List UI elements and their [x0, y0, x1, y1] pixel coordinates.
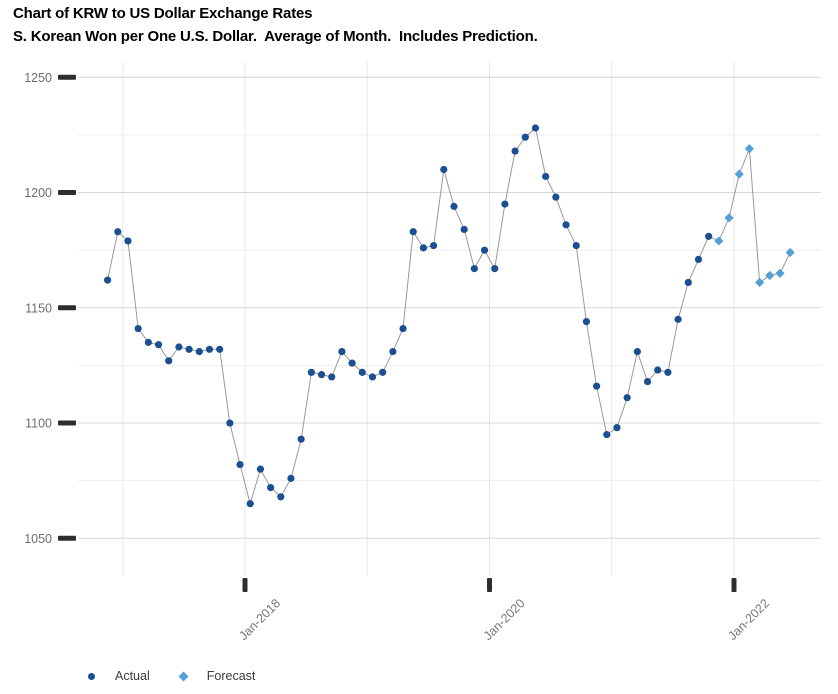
actual-data-point [144, 338, 152, 346]
forecast-data-point [765, 270, 775, 281]
actual-data-point [338, 347, 346, 356]
y-tick-label: 1200 [24, 186, 52, 200]
actual-data-point [246, 500, 254, 508]
chart-legend: Actual Forecast [88, 669, 255, 683]
actual-data-point [134, 324, 142, 333]
actual-data-point [582, 318, 591, 326]
actual-data-point [165, 357, 173, 365]
actual-data-point [205, 345, 214, 353]
forecast-data-point [744, 144, 755, 154]
actual-data-point [531, 124, 540, 132]
forecast-data-point [755, 277, 765, 288]
forecast-diamond-icon [178, 671, 189, 681]
actual-data-point [654, 366, 662, 374]
actual-data-point [154, 341, 163, 349]
forecast-data-point [734, 169, 744, 179]
actual-data-point [521, 133, 529, 141]
actual-data-point [267, 483, 275, 492]
legend-label-forecast: Forecast [206, 669, 256, 683]
actual-data-point [460, 225, 468, 234]
actual-data-point [480, 246, 489, 254]
legend-item-forecast: Forecast [178, 669, 256, 683]
x-axis-tick [242, 578, 248, 592]
actual-data-point [114, 228, 122, 236]
actual-data-point [358, 368, 366, 376]
forecast-data-point [724, 213, 734, 223]
series-line [107, 127, 791, 506]
actual-data-point [389, 347, 397, 356]
actual-data-point [593, 382, 601, 390]
actual-data-point [226, 419, 234, 427]
actual-circle-icon [88, 672, 95, 680]
actual-data-point [633, 347, 641, 356]
actual-data-point [694, 255, 703, 263]
x-tick-label: Jan-2020 [481, 596, 528, 643]
actual-data-point [307, 368, 315, 376]
actual-data-point [409, 228, 417, 236]
actual-data-point [674, 315, 682, 323]
actual-data-point [705, 232, 713, 240]
actual-data-point [104, 276, 112, 284]
y-axis-tick [58, 535, 76, 541]
x-axis-tick [487, 578, 492, 592]
page-title: Chart of KRW to US Dollar Exchange Rates [13, 5, 313, 22]
actual-data-point [664, 368, 672, 376]
actual-data-point [562, 221, 570, 229]
krw-usd-line-chart: 1050 1100 1150 1200 1250 Jan-2018 Jan-2020 Jan-… [24, 62, 821, 643]
x-tick-label: Jan-2022 [725, 596, 772, 643]
legend-item-actual: Actual [88, 669, 150, 683]
page-subtitle: S. Korean Won per One U.S. Dollar. Avera… [13, 28, 538, 45]
y-tick-label: 1250 [24, 71, 52, 85]
actual-data-point [613, 424, 621, 432]
actual-data-point [491, 265, 499, 273]
x-axis-tick [731, 578, 737, 592]
actual-data-point [297, 435, 305, 443]
actual-data-point [328, 373, 336, 381]
actual-data-point [287, 474, 295, 482]
actual-data-point [124, 237, 132, 245]
y-axis-tick [58, 305, 76, 311]
actual-data-point [419, 244, 428, 252]
actual-data-point [399, 324, 407, 333]
x-tick-label: Jan-2018 [236, 596, 283, 643]
actual-data-point [603, 430, 611, 439]
y-axis-tick [58, 190, 76, 196]
y-tick-label: 1050 [24, 532, 52, 546]
actual-data-point [185, 345, 193, 353]
actual-data-point [317, 371, 326, 379]
actual-data-point [572, 241, 580, 250]
forecast-data-point [714, 236, 724, 246]
actual-data-point [379, 368, 387, 376]
actual-data-point [368, 373, 377, 381]
actual-data-point [440, 165, 448, 174]
actual-data-point [450, 202, 458, 210]
actual-data-point [511, 147, 519, 155]
actual-data-point [552, 193, 560, 201]
actual-data-point [542, 172, 550, 181]
actual-data-point [216, 345, 224, 353]
forecast-data-point [775, 268, 785, 278]
actual-data-point [470, 265, 478, 273]
y-tick-label: 1100 [25, 417, 52, 431]
actual-data-point [430, 241, 438, 250]
actual-data-point [277, 493, 285, 501]
actual-data-point [501, 200, 509, 208]
y-tick-label: 1150 [25, 301, 52, 315]
actual-data-point [623, 394, 631, 402]
actual-data-point [684, 278, 692, 287]
actual-data-point [348, 359, 356, 367]
y-axis-tick [58, 74, 76, 80]
actual-data-point [195, 347, 203, 356]
actual-data-point [175, 343, 183, 351]
y-axis-tick [58, 420, 76, 426]
legend-label-actual: Actual [115, 669, 150, 683]
actual-data-point [643, 377, 652, 386]
actual-data-point [236, 460, 244, 469]
actual-data-point [256, 465, 265, 473]
forecast-data-point [785, 247, 795, 258]
